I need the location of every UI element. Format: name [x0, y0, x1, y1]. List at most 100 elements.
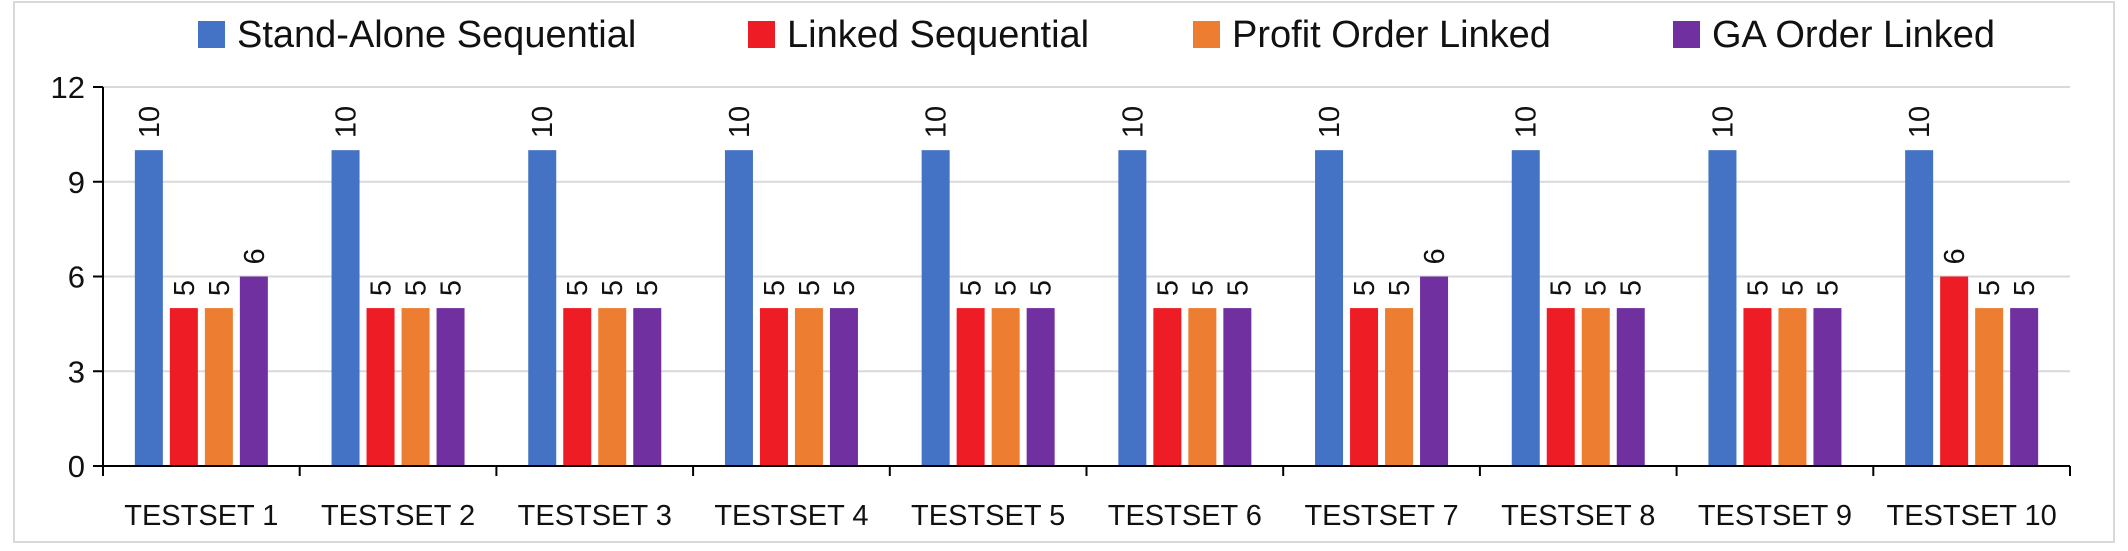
bar — [239, 276, 268, 466]
bar — [1778, 308, 1807, 466]
y-tick-label: 6 — [68, 260, 85, 295]
bar — [436, 308, 465, 466]
x-tick-label: TESTSET 6 — [1108, 500, 1262, 532]
x-tick-label: TESTSET 1 — [124, 500, 278, 532]
bar — [1743, 308, 1772, 466]
data-label: 10 — [1511, 106, 1543, 138]
x-tick-label: TESTSET 5 — [911, 500, 1065, 532]
data-label: 10 — [134, 106, 166, 138]
bar — [204, 308, 233, 466]
data-label: 5 — [1777, 280, 1809, 296]
data-label: 5 — [1742, 280, 1774, 296]
bar — [563, 308, 592, 466]
bar — [1118, 150, 1147, 466]
bar — [1708, 150, 1737, 466]
bar — [1546, 308, 1575, 466]
data-label: 10 — [1707, 106, 1739, 138]
data-label: 6 — [1419, 248, 1451, 264]
data-label: 5 — [956, 280, 988, 296]
data-label: 10 — [1117, 106, 1149, 138]
data-label: 5 — [991, 280, 1023, 296]
bar — [991, 308, 1020, 466]
bar — [1616, 308, 1645, 466]
data-label: 5 — [759, 280, 791, 296]
data-label: 5 — [1349, 280, 1381, 296]
bar — [1581, 308, 1610, 466]
data-label: 5 — [1187, 280, 1219, 296]
bar — [759, 308, 788, 466]
data-label: 5 — [829, 280, 861, 296]
legend-label: GA Order Linked — [1712, 14, 1995, 56]
x-tick-label: TESTSET 8 — [1501, 500, 1655, 532]
data-label: 10 — [1314, 106, 1346, 138]
bar — [1350, 308, 1379, 466]
legend-swatch — [1673, 21, 1700, 48]
y-axis: 0 3 6 9 12 — [51, 70, 104, 484]
x-tick-label: TESTSET 7 — [1304, 500, 1458, 532]
data-label: 5 — [1026, 280, 1058, 296]
data-label: 5 — [401, 280, 433, 296]
x-tick-label: TESTSET 10 — [1886, 500, 2056, 532]
data-label: 6 — [1939, 248, 1971, 264]
data-label: 5 — [632, 280, 664, 296]
data-label: 5 — [1581, 280, 1613, 296]
bar — [1511, 150, 1540, 466]
bar — [956, 308, 985, 466]
x-tick-label: TESTSET 2 — [321, 500, 475, 532]
data-label: 5 — [1974, 280, 2006, 296]
x-tick-label: TESTSET 4 — [714, 500, 868, 532]
data-label: 5 — [2009, 280, 2041, 296]
bar — [1188, 308, 1217, 466]
bar — [366, 308, 395, 466]
data-label: 10 — [921, 106, 953, 138]
bar — [794, 308, 823, 466]
bar — [1420, 276, 1449, 466]
bar — [1223, 308, 1252, 466]
data-label: 5 — [1546, 280, 1578, 296]
bar — [829, 308, 858, 466]
y-tick-label: 3 — [68, 354, 85, 389]
data-label: 5 — [366, 280, 398, 296]
data-label: 6 — [239, 248, 271, 264]
x-axis: TESTSET 1 TESTSET 2 TESTSET 3 TESTSET 4 TEST… — [102, 465, 2071, 532]
bar — [1385, 308, 1414, 466]
bars — [134, 150, 2039, 466]
data-label: 5 — [1222, 280, 1254, 296]
legend-label: Linked Sequential — [787, 14, 1089, 56]
bar — [1940, 276, 1969, 466]
bar — [633, 308, 662, 466]
data-label: 5 — [1616, 280, 1648, 296]
bar — [724, 150, 753, 466]
data-label: 10 — [1904, 106, 1936, 138]
legend-swatch — [198, 21, 225, 48]
bar — [331, 150, 360, 466]
bar — [598, 308, 627, 466]
data-label: 10 — [331, 106, 363, 138]
data-label: 5 — [562, 280, 594, 296]
bar — [921, 150, 950, 466]
bar — [528, 150, 557, 466]
data-label: 10 — [724, 106, 756, 138]
y-tick-label: 9 — [68, 165, 85, 200]
data-label: 5 — [436, 280, 468, 296]
bar — [1315, 150, 1344, 466]
data-label: 5 — [1812, 280, 1844, 296]
data-label: 5 — [1384, 280, 1416, 296]
bar — [1975, 308, 2004, 466]
data-label: 5 — [169, 280, 201, 296]
legend-swatch — [1193, 21, 1220, 48]
bar — [134, 150, 163, 466]
x-tick-label: TESTSET 9 — [1698, 500, 1852, 532]
gridlines — [103, 86, 2070, 373]
bar — [1026, 308, 1055, 466]
data-label: 5 — [794, 280, 826, 296]
legend-label: Stand-Alone Sequential — [237, 14, 636, 56]
data-label: 10 — [527, 106, 559, 138]
legend-label: Profit Order Linked — [1232, 14, 1551, 56]
legend: Stand-Alone Sequential Linked Sequential P… — [198, 14, 1995, 56]
data-label: 5 — [1152, 280, 1184, 296]
data-label: 5 — [204, 280, 236, 296]
bar — [1813, 308, 1842, 466]
